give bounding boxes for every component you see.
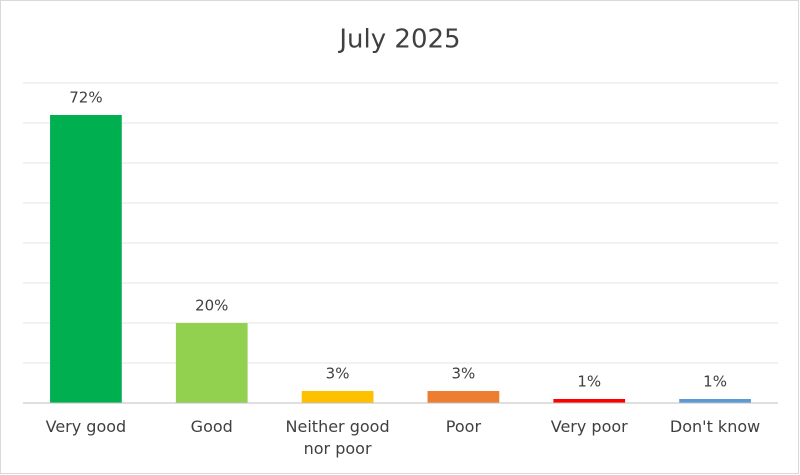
x-tick-label: Poor bbox=[445, 417, 482, 436]
value-label: 1% bbox=[703, 373, 727, 391]
x-tick-label: Very poor bbox=[550, 417, 628, 436]
value-label: 20% bbox=[195, 297, 228, 315]
value-label: 72% bbox=[69, 89, 102, 107]
bar bbox=[301, 391, 374, 403]
value-label: 1% bbox=[577, 373, 601, 391]
x-tick-label: Neither good nor poor bbox=[285, 417, 390, 458]
bar bbox=[679, 399, 751, 403]
chart-title: July 2025 bbox=[337, 25, 460, 55]
bar bbox=[50, 115, 122, 403]
bar bbox=[553, 399, 626, 403]
value-label: 3% bbox=[452, 365, 476, 383]
bar bbox=[175, 323, 248, 403]
x-tick-label: Good bbox=[190, 417, 233, 436]
value-label: 3% bbox=[326, 365, 350, 383]
bar bbox=[427, 391, 500, 403]
x-tick-label: Don't know bbox=[669, 417, 761, 436]
x-tick-label: Very good bbox=[45, 417, 127, 436]
